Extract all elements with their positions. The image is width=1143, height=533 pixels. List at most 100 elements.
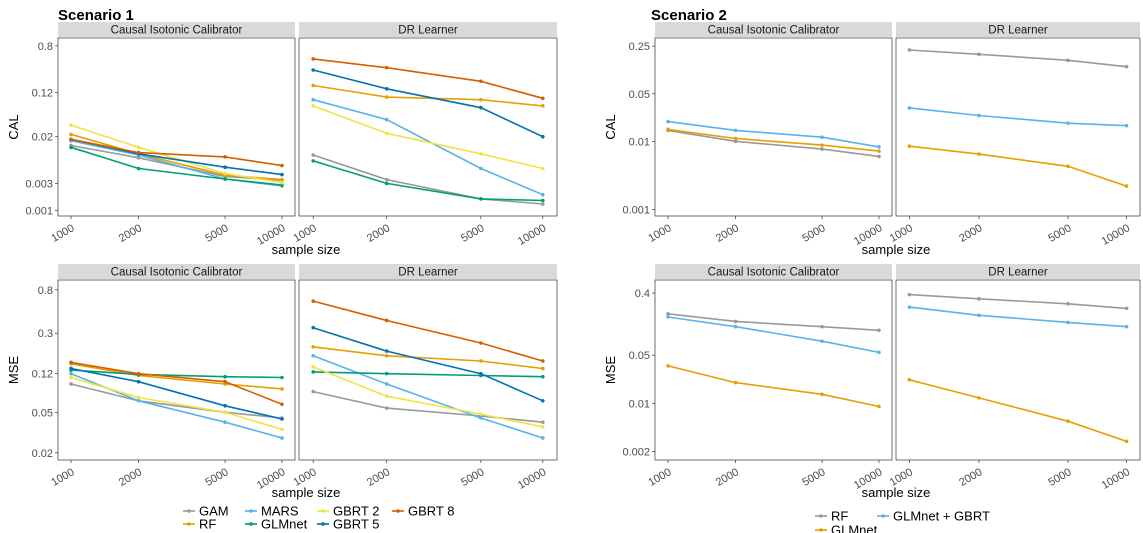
y-tick-label: 0.25 [629, 41, 650, 53]
series-line-gbrt-5 [313, 69, 544, 138]
legend-label: GBRT 2 [333, 504, 379, 519]
facet-strip [655, 22, 892, 37]
x-tick-label: 5000 [1046, 466, 1073, 489]
y-tick-label: 0.02 [32, 132, 53, 144]
series-line-gam [313, 390, 543, 423]
data-point [384, 349, 389, 353]
series-line-mars [312, 355, 544, 439]
x-tick-label: 5000 [203, 466, 230, 489]
data-point [69, 360, 73, 365]
data-point [541, 420, 545, 424]
data-point [69, 382, 73, 386]
data-point [820, 135, 824, 140]
data-point [384, 86, 389, 91]
data-point [69, 137, 73, 142]
data-point [1124, 306, 1129, 311]
series-line-gbrt-5 [312, 326, 544, 402]
y-axis-label: MSE [603, 356, 618, 385]
data-point [733, 319, 738, 324]
data-point [311, 104, 315, 108]
x-tick-label: 5000 [1046, 222, 1073, 245]
y-tick-label: 0.4 [635, 288, 650, 300]
y-axis-label: MSE [6, 356, 21, 385]
facet-strip-label: DR Learner [988, 267, 1048, 279]
data-point [311, 345, 315, 349]
data-point [69, 123, 73, 127]
data-point [280, 417, 284, 421]
data-point [479, 341, 483, 345]
data-point [384, 406, 389, 410]
data-point [384, 131, 389, 136]
series-line-gbrt-8 [70, 361, 283, 406]
panel-frame [895, 37, 1141, 217]
legend-key-point [819, 528, 823, 532]
data-point [666, 127, 670, 132]
y-tick-label: 0.05 [629, 89, 650, 101]
data-point [479, 151, 483, 156]
legend-label: GLMnet [831, 523, 878, 533]
legend-key-point [187, 509, 191, 513]
data-point [280, 375, 284, 380]
data-point [136, 395, 141, 400]
panel-1: Causal Isotonic Calibrator 0.001 0.003 0.02… [6, 22, 296, 248]
data-point [223, 420, 227, 424]
data-point [280, 177, 284, 182]
series-line-glmnet [909, 145, 1127, 187]
legend-label: GLMnet + GBRT [893, 509, 990, 524]
x-axis-label: sample size [862, 242, 931, 257]
data-point [69, 366, 73, 371]
series-line-rf [313, 346, 543, 370]
data-point [541, 134, 545, 139]
data-point [384, 65, 389, 70]
data-point [877, 145, 881, 149]
data-point [541, 104, 545, 108]
panel-frame [57, 279, 296, 461]
data-point [877, 328, 881, 333]
data-point [541, 425, 545, 429]
x-tick-label: 2000 [365, 222, 392, 245]
data-point [1066, 419, 1070, 423]
scenario-title: Scenario 1 [58, 7, 134, 24]
data-point [820, 339, 824, 343]
y-tick-label: 0.05 [629, 350, 650, 362]
panel-frame [57, 37, 296, 217]
y-tick-label: 0.05 [32, 407, 53, 419]
data-point [311, 325, 315, 330]
series-line-glmnet [70, 146, 283, 186]
y-axis-label: CAL [6, 114, 21, 139]
series-line-glmnet-gbrt [909, 306, 1127, 328]
data-point [69, 145, 73, 150]
panel-frame [654, 279, 893, 461]
data-point [479, 359, 483, 363]
data-point [907, 305, 912, 309]
data-point [877, 154, 881, 159]
legend-key-point [819, 514, 823, 518]
data-point [384, 353, 389, 358]
data-point [311, 68, 315, 72]
panel-7: Causal Isotonic Calibrator 0.002 0.01 0.05 0… [603, 264, 893, 492]
y-tick-label: 0.12 [32, 369, 53, 381]
x-tick-label: 2000 [365, 466, 392, 489]
data-point [541, 198, 545, 203]
y-tick-label: 0.02 [32, 448, 53, 460]
data-point [384, 318, 389, 323]
panel-3: Causal Isotonic Calibrator 0.02 0.05 0.12 0.… [6, 264, 296, 492]
data-point [820, 143, 824, 147]
data-point [907, 292, 912, 297]
x-tick-label: 2000 [117, 222, 144, 245]
legend-key-point [249, 522, 253, 526]
data-point [223, 155, 227, 159]
legend-key-point [881, 514, 885, 518]
panel-5: Causal Isotonic Calibrator 0.001 0.01 0.05 0… [603, 22, 893, 248]
data-point [479, 412, 483, 416]
x-tick-label: 2000 [957, 466, 984, 489]
legend-key-point [187, 522, 191, 526]
data-point [479, 416, 483, 420]
series-line-gbrt-5 [70, 367, 283, 420]
y-tick-label: 0.003 [25, 178, 53, 190]
data-point [311, 159, 315, 163]
x-axis-label: sample size [272, 485, 341, 500]
y-tick-label: 0.8 [38, 41, 53, 53]
